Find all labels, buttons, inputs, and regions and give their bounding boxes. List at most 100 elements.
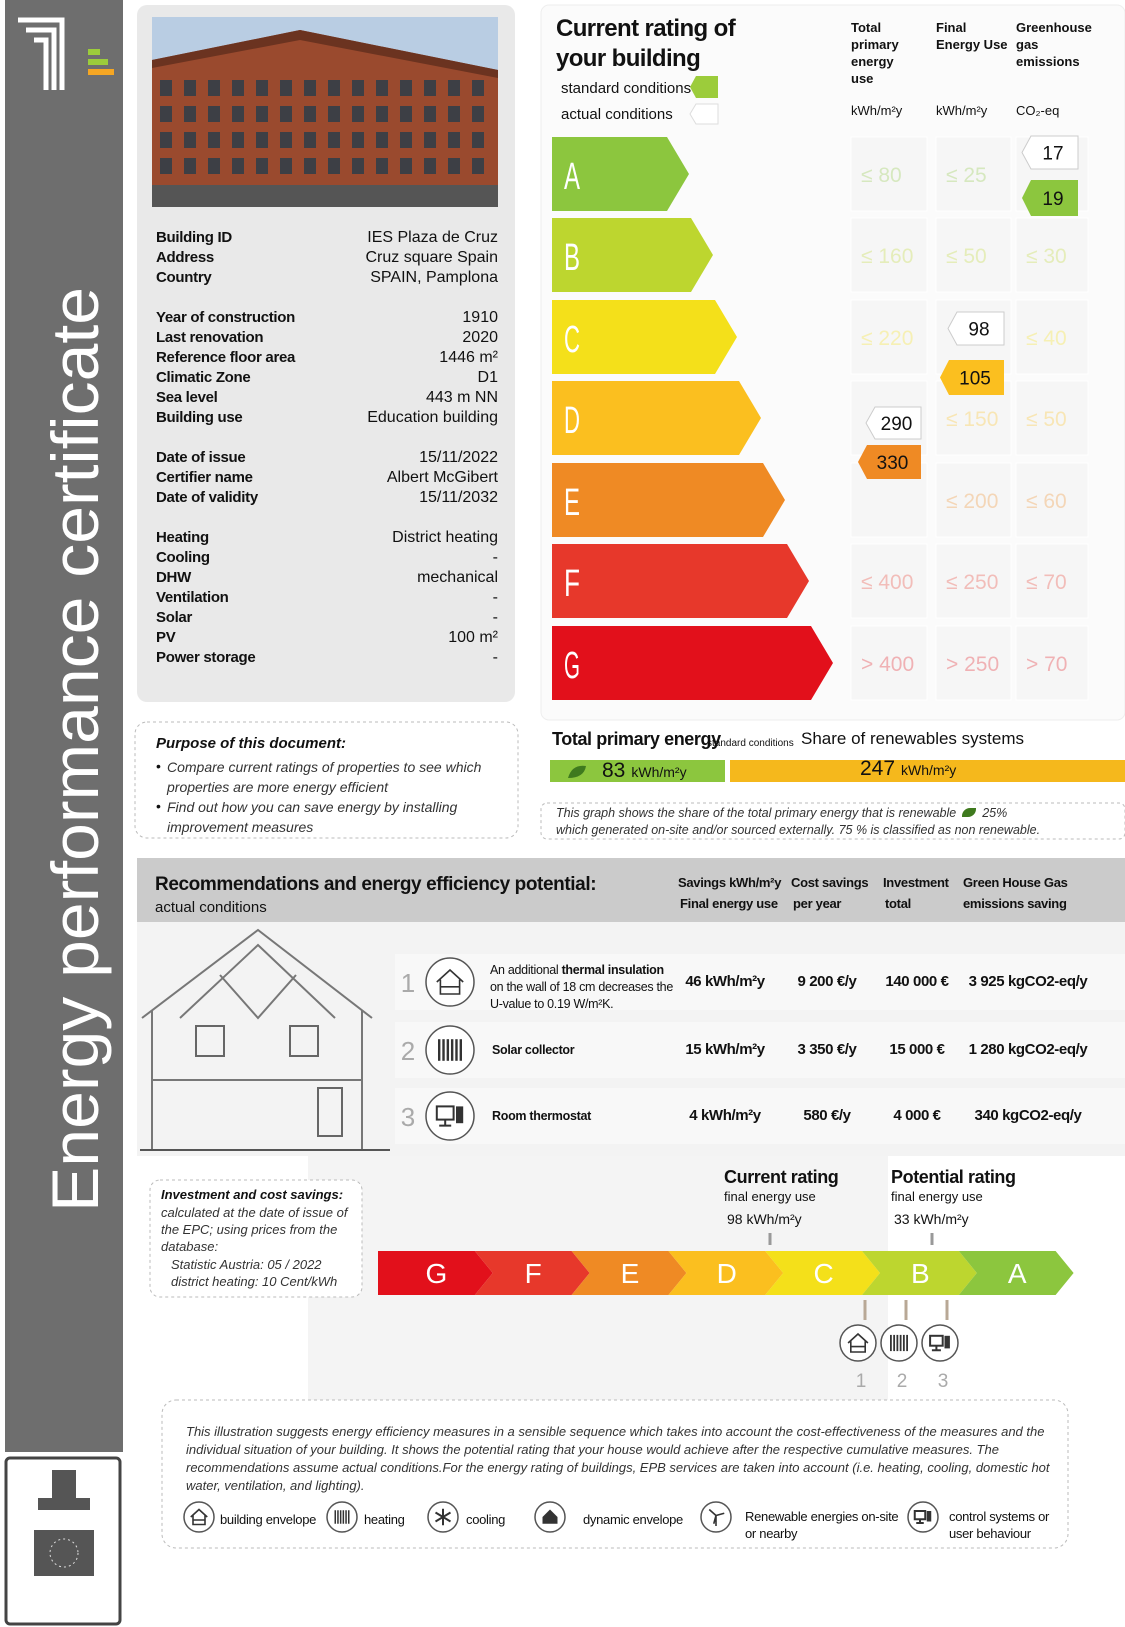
photo-window: [376, 132, 388, 148]
reco-column-header: per year: [793, 896, 842, 911]
threshold-cell: [935, 217, 1012, 293]
marker-value: 290: [881, 414, 913, 435]
step-number: 2: [897, 1371, 908, 1392]
photo-window: [424, 158, 436, 174]
reco-number: 2: [401, 1036, 415, 1066]
invest-title: Investment and cost savings:: [161, 1187, 344, 1202]
note-text: which generated on-site and/or sourced e…: [556, 823, 1041, 837]
threshold-cell: [935, 625, 1012, 701]
reco-description: Room thermostat: [492, 1108, 677, 1125]
threshold: ≤ 40: [1026, 327, 1067, 350]
field-label: Certifier name: [156, 469, 253, 486]
field-value: D1: [477, 369, 498, 386]
reco-value: 46 kWh/m²y: [685, 973, 765, 990]
reco-header: [137, 858, 1125, 922]
sidebar: [5, 0, 123, 1452]
photo-window: [328, 106, 340, 122]
field-label: DHW: [156, 569, 191, 586]
icon-stand: [439, 1119, 452, 1127]
photo-window: [208, 106, 220, 122]
photo-window: [160, 132, 172, 148]
step-number: 1: [856, 1371, 867, 1392]
rating-marker: [1021, 135, 1079, 170]
reco-value: 340 kgCO2-eq/y: [974, 1107, 1082, 1124]
photo-window: [280, 80, 292, 96]
scale-chevron: [571, 1251, 687, 1295]
photo-window: [184, 80, 196, 96]
photo-window: [304, 106, 316, 122]
scale-letter: F: [525, 1258, 542, 1289]
icon-radiator: [890, 1334, 892, 1352]
field-value: 100 m²: [448, 629, 498, 646]
field-label: Power storage: [156, 649, 256, 666]
legend-swatch: [689, 103, 719, 125]
marker-value: 19: [1042, 189, 1063, 210]
icon-box: [944, 1335, 950, 1349]
stamp-flag: [34, 1530, 94, 1576]
photo-window: [184, 158, 196, 174]
rating-arrow: [552, 544, 809, 618]
photo-window: [352, 80, 364, 96]
threshold: ≤ 220: [861, 327, 913, 350]
description-part: Solar collector: [492, 1043, 575, 1057]
reco-column-header: Savings kWh/m²y: [678, 875, 782, 890]
scale-chevron: [958, 1251, 1074, 1295]
threshold-cell: [850, 625, 928, 701]
reco-title: Recommendations and energy efficiency po…: [155, 874, 597, 895]
field-value: District heating: [392, 529, 498, 546]
photo-window: [160, 80, 172, 96]
rating-arrow: [552, 381, 761, 455]
icon-ring: [326, 1501, 358, 1533]
threshold-cell: [1015, 625, 1089, 701]
field-label: Building ID: [156, 229, 232, 246]
reco-column-header: Investment: [883, 875, 949, 890]
column-header: Final Energy Use: [936, 20, 1008, 52]
photo-window: [352, 158, 364, 174]
column-header: Total primary energy use: [851, 20, 899, 86]
threshold-cell: [850, 136, 928, 212]
threshold-cell: [1015, 217, 1089, 293]
renewable-value: 83 kWh/m²y: [602, 759, 687, 783]
legend-label: dynamic envelope: [583, 1512, 683, 1527]
threshold-cell: [1015, 380, 1089, 456]
stamp-handle: [38, 1470, 90, 1510]
icon-radiator: [896, 1334, 899, 1352]
number: 247: [860, 757, 896, 780]
rating-marker: [947, 311, 1005, 346]
rating-letter: A: [564, 156, 580, 198]
photo-window: [424, 132, 436, 148]
icon-stand: [931, 1345, 941, 1352]
field-label: Cooling: [156, 549, 210, 566]
icon-radiator: [337, 1510, 339, 1524]
icon-radiator: [348, 1510, 350, 1524]
photo-window: [352, 132, 364, 148]
field-value: -: [492, 549, 498, 566]
reco-value: 9 200 €/y: [797, 973, 857, 990]
icon-ring: [839, 1324, 877, 1362]
description-part: Room thermostat: [492, 1109, 591, 1123]
legend-label: control systems or user behaviour: [949, 1509, 1050, 1541]
rating-letter: E: [564, 482, 580, 524]
scale-chevron: [862, 1251, 977, 1295]
reco-column-header: Green House Gas: [963, 875, 1068, 890]
threshold: ≤ 150: [946, 408, 998, 431]
description-part: An additional: [490, 963, 562, 977]
reco-value: 4 000 €: [893, 1107, 941, 1124]
description-part: on the wall of 18 cm decreases the U-val…: [490, 980, 673, 1011]
icon-radiator: [455, 1039, 458, 1061]
photo-window: [472, 158, 484, 174]
rating-marker: [940, 360, 1004, 395]
photo-window: [448, 106, 460, 122]
icon-ring: [425, 957, 475, 1007]
scale-letter: E: [621, 1258, 640, 1289]
field-value: mechanical: [417, 569, 498, 586]
photo-window: [352, 106, 364, 122]
threshold-cell: [850, 543, 928, 619]
stamp-stars: [49, 1538, 79, 1568]
photo-window: [304, 158, 316, 174]
icon-ring: [183, 1501, 215, 1533]
icon-radiator: [459, 1039, 462, 1061]
icon-box: [926, 1511, 932, 1522]
